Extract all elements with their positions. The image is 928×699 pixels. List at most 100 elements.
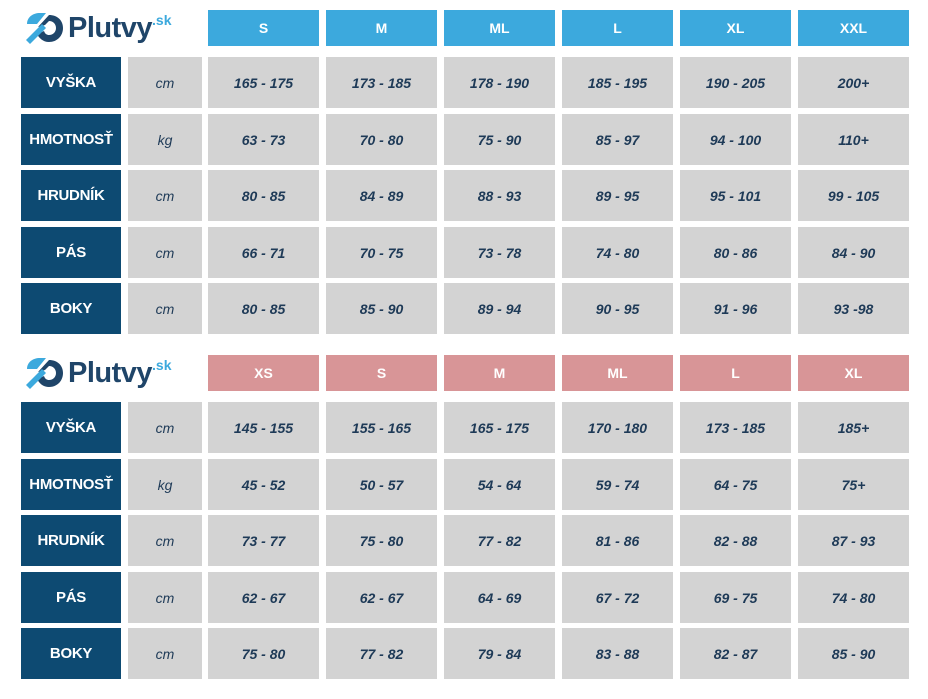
size-value: 185+ <box>798 402 909 453</box>
size-value: 82 - 88 <box>680 515 791 566</box>
size-value: 94 - 100 <box>680 114 791 165</box>
row-label: HRUDNÍK <box>21 515 121 566</box>
fin-logo-icon <box>26 13 63 44</box>
size-value: 173 - 185 <box>680 402 791 453</box>
row-label: PÁS <box>21 572 121 623</box>
size-value: 62 - 67 <box>326 572 437 623</box>
brand-name: Plutvy <box>68 12 153 44</box>
row-unit: cm <box>128 515 202 566</box>
size-value: 155 - 165 <box>326 402 437 453</box>
row-label: PÁS <box>21 227 121 278</box>
size-value: 89 - 95 <box>562 170 673 221</box>
row-unit: cm <box>128 402 202 453</box>
size-value: 62 - 67 <box>208 572 319 623</box>
size-value: 77 - 82 <box>326 628 437 679</box>
size-value: 81 - 86 <box>562 515 673 566</box>
brand-logo: Plutvy .sk <box>24 356 172 390</box>
size-value: 190 - 205 <box>680 57 791 108</box>
size-value: 165 - 175 <box>444 402 555 453</box>
size-value: 80 - 86 <box>680 227 791 278</box>
size-value: 50 - 57 <box>326 459 437 510</box>
size-value: 63 - 73 <box>208 114 319 165</box>
row-unit: kg <box>128 459 202 510</box>
row-label: HRUDNÍK <box>21 170 121 221</box>
size-value: 145 - 155 <box>208 402 319 453</box>
row-label: BOKY <box>21 628 121 679</box>
row-unit: cm <box>128 572 202 623</box>
size-value: 70 - 75 <box>326 227 437 278</box>
size-value: 165 - 175 <box>208 57 319 108</box>
size-value: 75 - 80 <box>326 515 437 566</box>
size-value: 99 - 105 <box>798 170 909 221</box>
size-value: 89 - 94 <box>444 283 555 334</box>
size-header-m: M <box>444 355 555 391</box>
size-value: 73 - 77 <box>208 515 319 566</box>
size-value: 73 - 78 <box>444 227 555 278</box>
size-header-m: M <box>326 10 437 46</box>
size-value: 66 - 71 <box>208 227 319 278</box>
size-header-s: S <box>326 355 437 391</box>
size-value: 80 - 85 <box>208 170 319 221</box>
fin-logo-icon <box>26 358 63 389</box>
size-value: 91 - 96 <box>680 283 791 334</box>
size-value: 82 - 87 <box>680 628 791 679</box>
size-value: 88 - 93 <box>444 170 555 221</box>
size-value: 75 - 80 <box>208 628 319 679</box>
row-unit: cm <box>128 283 202 334</box>
size-value: 85 - 97 <box>562 114 673 165</box>
size-value: 84 - 90 <box>798 227 909 278</box>
row-label: BOKY <box>21 283 121 334</box>
size-value: 74 - 80 <box>562 227 673 278</box>
size-value: 69 - 75 <box>680 572 791 623</box>
size-header-xl: XL <box>680 10 791 46</box>
brand-logo: Plutvy .sk <box>24 11 172 45</box>
row-unit: cm <box>128 57 202 108</box>
row-unit: cm <box>128 227 202 278</box>
size-header-xs: XS <box>208 355 319 391</box>
size-value: 85 - 90 <box>798 628 909 679</box>
size-value: 200+ <box>798 57 909 108</box>
size-value: 93 -98 <box>798 283 909 334</box>
brand-name: Plutvy <box>68 357 153 389</box>
size-value: 74 - 80 <box>798 572 909 623</box>
size-value: 70 - 80 <box>326 114 437 165</box>
row-unit: cm <box>128 628 202 679</box>
brand-tld: .sk <box>152 12 172 28</box>
size-value: 178 - 190 <box>444 57 555 108</box>
size-value: 45 - 52 <box>208 459 319 510</box>
size-value: 75 - 90 <box>444 114 555 165</box>
size-value: 79 - 84 <box>444 628 555 679</box>
row-unit: cm <box>128 170 202 221</box>
size-value: 67 - 72 <box>562 572 673 623</box>
size-header-l: L <box>562 10 673 46</box>
size-value: 77 - 82 <box>444 515 555 566</box>
size-header-s: S <box>208 10 319 46</box>
row-label: HMOTNOSŤ <box>21 459 121 510</box>
size-value: 80 - 85 <box>208 283 319 334</box>
size-value: 59 - 74 <box>562 459 673 510</box>
row-unit: kg <box>128 114 202 165</box>
size-header-xl: XL <box>798 355 909 391</box>
size-value: 64 - 69 <box>444 572 555 623</box>
size-value: 85 - 90 <box>326 283 437 334</box>
size-value: 95 - 101 <box>680 170 791 221</box>
size-value: 90 - 95 <box>562 283 673 334</box>
size-value: 110+ <box>798 114 909 165</box>
size-header-l: L <box>680 355 791 391</box>
row-label: VYŠKA <box>21 57 121 108</box>
size-value: 75+ <box>798 459 909 510</box>
size-value: 84 - 89 <box>326 170 437 221</box>
size-value: 185 - 195 <box>562 57 673 108</box>
size-header-xxl: XXL <box>798 10 909 46</box>
row-label: VYŠKA <box>21 402 121 453</box>
size-value: 173 - 185 <box>326 57 437 108</box>
brand-tld: .sk <box>152 357 172 373</box>
size-header-ml: ML <box>444 10 555 46</box>
size-value: 170 - 180 <box>562 402 673 453</box>
size-value: 64 - 75 <box>680 459 791 510</box>
size-value: 87 - 93 <box>798 515 909 566</box>
size-value: 54 - 64 <box>444 459 555 510</box>
row-label: HMOTNOSŤ <box>21 114 121 165</box>
size-value: 83 - 88 <box>562 628 673 679</box>
size-header-ml: ML <box>562 355 673 391</box>
